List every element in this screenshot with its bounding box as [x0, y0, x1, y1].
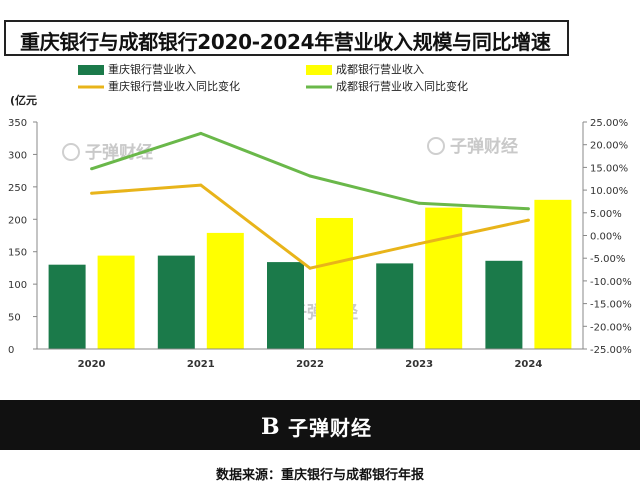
y-axis-right-tick: 5.00%	[590, 209, 622, 220]
y-axis-right-tick: -5.00%	[590, 254, 625, 265]
x-axis-tick: 2021	[187, 359, 215, 370]
legend-swatch	[306, 65, 332, 75]
chart-title-box: 重庆银行与成都银行2020-2024年营业收入规模与同比增速	[4, 20, 569, 56]
bar-chongqing	[157, 255, 195, 349]
line-point	[308, 266, 312, 270]
y-axis-left-tick: 0	[8, 345, 14, 356]
x-axis-tick: 2020	[78, 359, 106, 370]
x-axis-tick: 2022	[296, 359, 324, 370]
bar-chongqing	[376, 263, 414, 349]
y-axis-right-tick: 0.00%	[590, 232, 622, 243]
chart-canvas: 子弹财经子弹财经子弹财经 重庆银行营业收入成都银行营业收入重庆银行营业收入同比变…	[8, 62, 632, 370]
line-chongqing-yoy	[91, 183, 529, 270]
y-axis-right-tick: 15.00%	[590, 163, 628, 174]
y-axis-right-tick: 10.00%	[590, 186, 628, 197]
bar-chengdu	[425, 207, 463, 349]
y-axis-right-tick: -10.00%	[590, 277, 632, 288]
watermark-logo-icon	[62, 143, 80, 161]
line-point	[526, 218, 530, 222]
line-point	[417, 201, 421, 205]
bar-chengdu	[534, 199, 572, 349]
data-source-note: 数据来源：重庆银行与成都银行年报	[215, 468, 424, 483]
watermark-logo-icon	[427, 137, 445, 155]
y-axis-left-tick: 300	[8, 150, 27, 161]
x-axis-tick: 2024	[514, 359, 542, 370]
x-axis-tick: 2023	[405, 359, 433, 370]
bar-chengdu	[316, 217, 353, 349]
line-point	[199, 131, 203, 135]
y-axis-right-tick: -15.00%	[590, 300, 632, 311]
legend-label: 成都银行营业收入同比变化	[336, 79, 468, 93]
line-point	[90, 167, 94, 171]
y-axis-right-tick: -25.00%	[590, 345, 632, 356]
line-point	[199, 183, 203, 187]
bar-chongqing	[48, 264, 86, 349]
y-axis-left-tick: 350	[8, 118, 27, 129]
watermark-text: 子弹财经	[450, 136, 518, 157]
line-point	[417, 242, 421, 246]
y-axis-left-tick: 200	[8, 215, 27, 226]
bar-chengdu	[97, 255, 135, 349]
chart-title: 重庆银行与成都银行2020-2024年营业收入规模与同比增速	[20, 30, 551, 54]
y-axis-left-tick: 150	[8, 248, 27, 259]
legend-label: 重庆银行营业收入	[108, 62, 196, 76]
footer-brand-name: 子弹财经	[288, 416, 372, 440]
y-axis-unit-label: (亿元	[10, 93, 37, 107]
legend-swatch	[78, 65, 104, 75]
y-axis-right-tick: -20.00%	[590, 322, 632, 333]
legend-label: 重庆银行营业收入同比变化	[108, 79, 240, 93]
y-axis-left-tick: 100	[8, 280, 27, 291]
y-axis-right-tick: 25.00%	[590, 118, 628, 129]
footer-band: B 子弹财经	[0, 400, 640, 450]
line-point	[308, 174, 312, 178]
y-axis-right-tick: 20.00%	[590, 141, 628, 152]
line-point	[90, 191, 94, 195]
y-axis-left-tick: 250	[8, 183, 27, 194]
bar-chongqing	[267, 262, 304, 349]
watermark-text: 子弹财经	[85, 142, 153, 163]
brand-logo-icon: B	[261, 414, 280, 440]
y-axis-left-tick: 50	[8, 313, 21, 324]
line-point	[526, 207, 530, 211]
legend-label: 成都银行营业收入	[336, 62, 424, 76]
bar-chongqing	[485, 260, 523, 349]
bar-chengdu	[206, 232, 244, 349]
